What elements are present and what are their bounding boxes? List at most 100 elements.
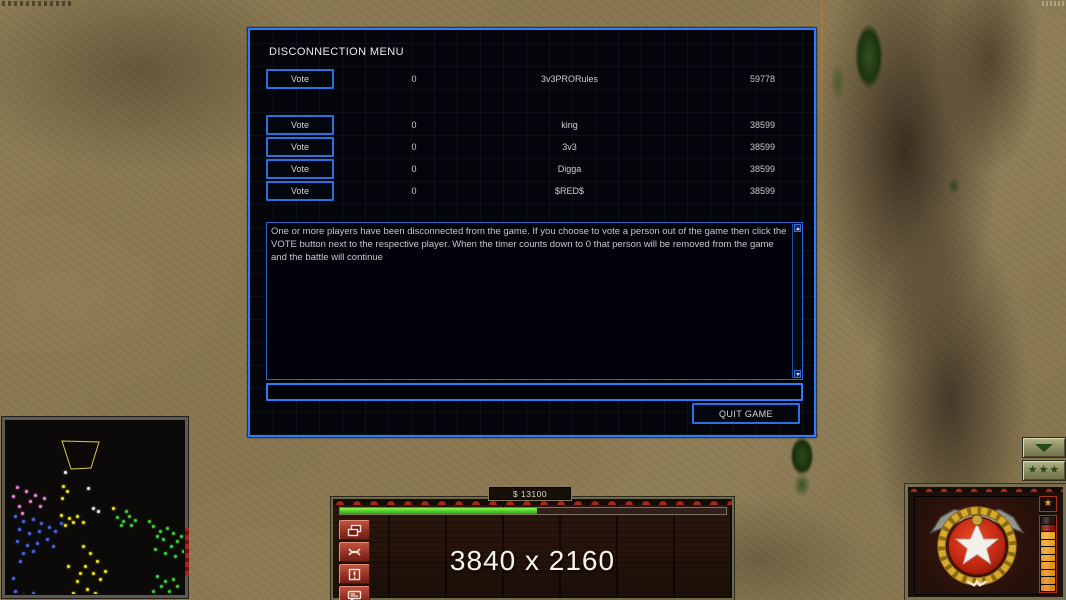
rank-star-badge: ★ xyxy=(1039,496,1057,512)
money-display: $ 13100 xyxy=(488,486,572,501)
chat-button[interactable] xyxy=(339,586,370,600)
experience-segment xyxy=(1041,547,1055,554)
player-row: Vote 0 3v3PRORules 59778 xyxy=(266,68,803,90)
experience-segment xyxy=(1041,554,1055,561)
unit-dot xyxy=(21,512,24,515)
unit-dot xyxy=(174,555,177,558)
unit-dot xyxy=(160,585,163,588)
vote-button[interactable]: Vote xyxy=(266,159,334,179)
disconnect-timer: 38599 xyxy=(749,142,775,152)
unit-dot xyxy=(16,540,19,543)
unit-dot xyxy=(64,471,67,474)
player-row: Vote 0 3v3 38599 xyxy=(266,136,803,158)
unit-dot xyxy=(18,528,21,531)
unit-dot xyxy=(162,538,165,541)
unit-dot xyxy=(60,514,63,517)
unit-dot xyxy=(32,518,35,521)
unit-dot xyxy=(25,490,28,493)
unit-dot xyxy=(152,590,155,593)
terrain-ridge-line xyxy=(821,0,823,215)
unit-dot xyxy=(67,565,70,568)
unit-dot xyxy=(176,585,179,588)
unit-dot xyxy=(16,486,19,489)
unit-dot xyxy=(134,519,137,522)
experience-segment xyxy=(1041,539,1055,546)
unit-dot xyxy=(46,538,49,541)
unit-dot xyxy=(66,490,69,493)
vote-button[interactable]: Vote xyxy=(266,115,334,135)
unit-dot xyxy=(94,592,97,594)
bush xyxy=(790,468,814,502)
unit-dot xyxy=(82,521,85,524)
experience-segment xyxy=(1041,577,1055,584)
debug-text-overlay xyxy=(2,1,74,6)
unit-dot xyxy=(62,485,65,488)
player-row: Vote 0 Digga 38599 xyxy=(266,158,803,180)
arrow-down-icon xyxy=(795,372,800,376)
scroll-down-button[interactable] xyxy=(794,370,801,378)
collapse-panel-button[interactable] xyxy=(1022,437,1066,458)
unit-dot xyxy=(29,500,32,503)
quit-game-button[interactable]: QUIT GAME xyxy=(692,403,800,424)
unit-dot xyxy=(172,532,175,535)
unit-dot xyxy=(159,530,162,533)
general-rank-button[interactable]: ★★★ xyxy=(1022,460,1066,481)
chat-input[interactable] xyxy=(266,383,803,401)
disconnect-timer: 38599 xyxy=(749,120,775,130)
unit-dot xyxy=(116,516,119,519)
scrollbar[interactable] xyxy=(792,224,801,378)
pine-tree xyxy=(848,22,890,120)
unit-dot xyxy=(48,526,51,529)
unit-dot xyxy=(64,524,67,527)
unit-dot xyxy=(112,507,115,510)
scroll-up-button[interactable] xyxy=(794,224,801,232)
unit-dot xyxy=(156,575,159,578)
unit-dot xyxy=(28,532,31,535)
minimap[interactable] xyxy=(6,421,184,594)
player-row: Vote 0 king 38599 xyxy=(266,114,803,136)
alert-icon xyxy=(348,568,361,580)
unit-dot xyxy=(76,580,79,583)
unit-dot xyxy=(122,520,125,523)
player-name: 3v3 xyxy=(562,142,577,152)
chevron-down-icon xyxy=(1035,443,1053,452)
unit-dot xyxy=(166,527,169,530)
experience-segment xyxy=(1041,524,1055,531)
unit-dot xyxy=(172,578,175,581)
command-bar-decoration xyxy=(333,499,732,505)
unit-dot xyxy=(18,505,21,508)
dialog-title: DISCONNECTION MENU xyxy=(269,46,404,58)
faction-portrait xyxy=(914,496,1040,595)
vote-count: 0 xyxy=(411,186,417,196)
minimap-panel xyxy=(1,416,189,599)
unit-dot xyxy=(99,578,102,581)
disconnect-timer: 38599 xyxy=(749,186,775,196)
unit-dot xyxy=(72,521,75,524)
unit-dot xyxy=(60,522,63,525)
alert-button[interactable] xyxy=(339,564,370,584)
unit-dot xyxy=(148,520,151,523)
vote-button[interactable]: Vote xyxy=(266,69,334,89)
disconnect-message-box: One or more players have been disconnect… xyxy=(266,222,803,380)
unit-dot xyxy=(92,572,95,575)
experience-segment xyxy=(1041,562,1055,569)
command-bar: 3840 x 2160 xyxy=(330,496,735,600)
unit-dot xyxy=(61,497,64,500)
options-button[interactable] xyxy=(339,542,370,562)
unit-dot xyxy=(97,510,100,513)
wrench-icon xyxy=(348,548,361,556)
experience-bar xyxy=(1039,515,1057,593)
player-row: Vote 0 $RED$ 38599 xyxy=(266,180,803,202)
camera-viewport-outline xyxy=(61,440,100,470)
unit-dot xyxy=(79,572,82,575)
experience-segment xyxy=(1041,517,1055,524)
select-units-button[interactable] xyxy=(339,520,370,540)
unit-dot xyxy=(86,588,89,591)
player-name: 3v3PRORules xyxy=(540,74,599,84)
unit-dot xyxy=(154,548,157,551)
vote-button[interactable]: Vote xyxy=(266,137,334,157)
faction-portrait-panel: ★ xyxy=(904,483,1066,600)
disconnection-menu-dialog: DISCONNECTION MENU Vote 0 3v3PRORules 59… xyxy=(248,28,816,437)
vote-button[interactable]: Vote xyxy=(266,181,334,201)
